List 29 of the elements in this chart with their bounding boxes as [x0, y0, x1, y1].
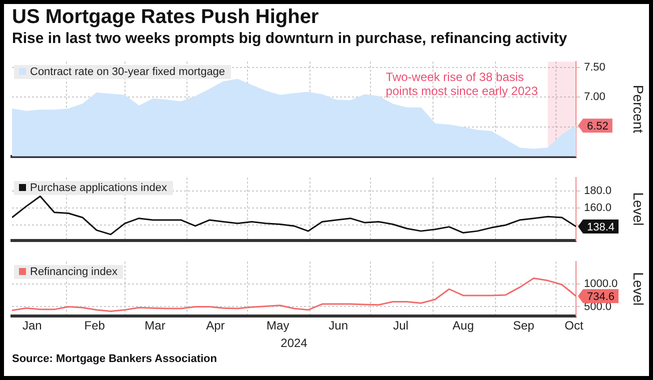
- x-axis-title: 2024: [280, 336, 308, 350]
- data-label: 6.52: [587, 120, 608, 133]
- chart-subtitle: Rise in last two weeks prompts big downturn in purchase, refinancing activity: [12, 30, 568, 47]
- data-label: 138.4: [587, 222, 615, 234]
- x-tick-label: May: [266, 318, 290, 333]
- x-tick-label: Apr: [206, 318, 225, 333]
- x-tick-label: Jun: [328, 318, 348, 333]
- x-tick-label: Sep: [512, 318, 535, 333]
- y-tick-label: 160.0: [584, 202, 612, 214]
- chart-title: US Mortgage Rates Push Higher: [12, 6, 320, 29]
- source-note: Source: Mortgage Bankers Association: [12, 353, 218, 365]
- y-tick-label: 1000.0: [584, 278, 618, 290]
- x-tick-label: Jul: [393, 318, 408, 333]
- band-label: Two-week rise of 38 basis points most since early 2023: [386, 70, 538, 98]
- y-tick-label: 7.00: [584, 91, 606, 104]
- legend-label: Contract rate on 30-year fixed mortgage: [30, 66, 226, 78]
- x-tick-label: Mar: [144, 318, 166, 333]
- x-tick-label: Jan: [22, 318, 42, 333]
- y-axis-title: Level: [630, 272, 647, 306]
- x-tick-label: Oct: [564, 318, 584, 333]
- data-label: 734.6: [587, 291, 615, 304]
- legend-label: Refinancing index: [30, 266, 118, 278]
- y-axis-title: Level: [630, 192, 647, 226]
- x-tick-label: Aug: [452, 318, 474, 333]
- y-tick-label: 7.50: [584, 62, 606, 74]
- legend-label: Purchase applications index: [30, 182, 167, 194]
- y-axis-title: Percent: [630, 84, 647, 134]
- x-tick-label: Feb: [84, 318, 106, 333]
- y-tick-label: 180.0: [584, 185, 612, 198]
